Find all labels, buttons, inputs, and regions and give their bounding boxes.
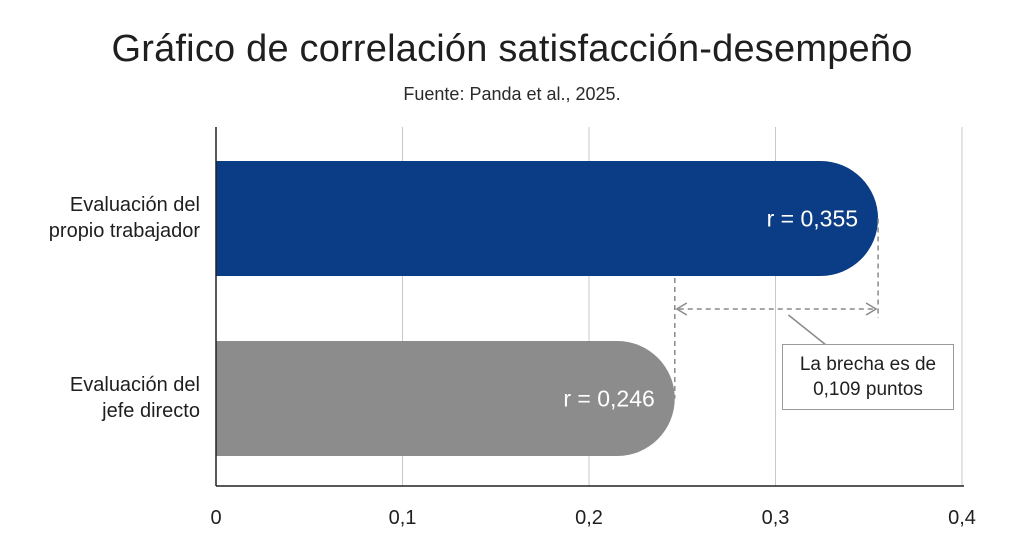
x-tick-labels: 0 0,1 0,2 0,3 0,4 (210, 507, 975, 529)
bar (216, 161, 879, 276)
value-labels: r = 0,355 r = 0,246 (563, 206, 858, 412)
gap-pointer-line (787, 314, 827, 346)
x-tick-label: 0 (210, 507, 221, 529)
gap-annotation-line: La brecha es de (799, 354, 937, 375)
gap-arrow-head-right (865, 302, 878, 316)
bars (216, 161, 879, 456)
chart-subtitle: Fuente: Panda et al., 2025. (403, 84, 621, 104)
category-label-propio-trabajador: Evaluación del propio trabajador (10, 192, 200, 244)
category-label-jefe-directo: Evaluación del jefe directo (10, 372, 200, 424)
x-tick-label: 0,2 (575, 507, 603, 529)
category-label-line: propio trabajador (48, 220, 200, 242)
axes (215, 127, 964, 487)
category-label-line: jefe directo (102, 400, 200, 422)
category-label-line: Evaluación del (69, 194, 200, 216)
value-label: r = 0,355 (767, 206, 858, 232)
gap-annotation-line: 0,109 puntos (813, 379, 923, 400)
value-label: r = 0,246 (563, 386, 654, 412)
gap-arrow-head-left (675, 302, 688, 316)
bar (216, 341, 675, 456)
x-tick-label: 0,4 (948, 507, 976, 529)
gap-annotation-box: La brecha es de 0,109 puntos (782, 344, 954, 410)
chart-title: Gráfico de correlación satisfacción-dese… (111, 28, 913, 70)
gap-annotation (674, 218, 879, 399)
x-tick-label: 0,1 (389, 507, 417, 529)
x-tick-label: 0,3 (762, 507, 790, 529)
category-label-line: Evaluación del (69, 374, 200, 396)
